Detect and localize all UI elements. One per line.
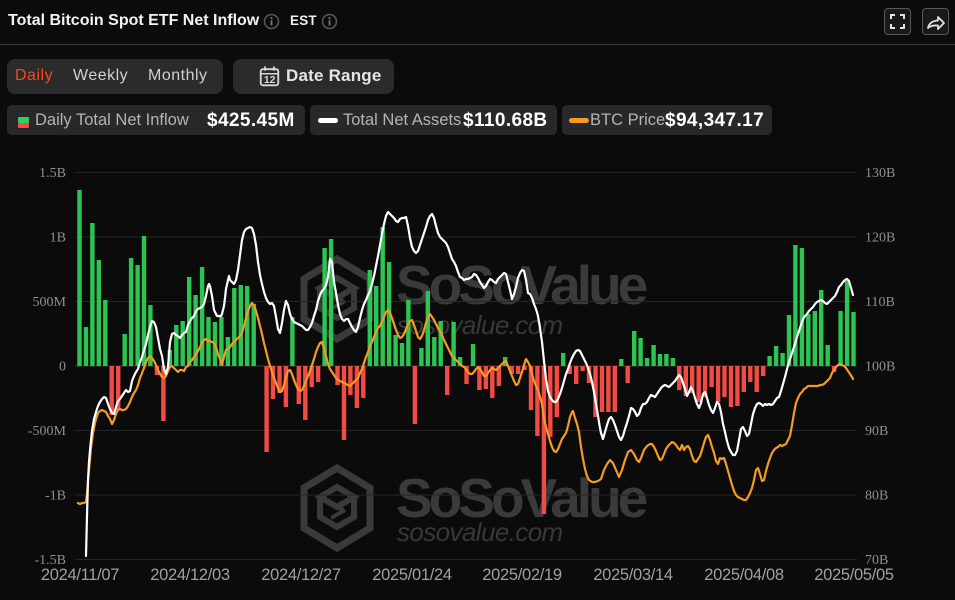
svg-text:-500M: -500M	[28, 424, 67, 439]
svg-text:1B: 1B	[50, 231, 66, 246]
svg-text:80B: 80B	[865, 489, 888, 504]
svg-text:0: 0	[59, 360, 66, 375]
svg-text:-1B: -1B	[45, 489, 66, 504]
svg-text:-1.5B: -1.5B	[35, 553, 67, 568]
svg-text:100B: 100B	[865, 360, 895, 375]
svg-text:2024/12/27: 2024/12/27	[261, 566, 341, 584]
svg-text:2025/03/14: 2025/03/14	[593, 566, 673, 584]
svg-text:2024/11/07: 2024/11/07	[41, 566, 119, 584]
svg-text:12: 12	[264, 75, 276, 86]
svg-text:110B: 110B	[865, 295, 895, 310]
svg-text:2025/01/24: 2025/01/24	[372, 566, 452, 584]
svg-text:SoSoValue: SoSoValue	[396, 467, 647, 529]
svg-text:70B: 70B	[865, 553, 888, 568]
svg-text:120B: 120B	[865, 231, 895, 246]
svg-text:500M: 500M	[33, 295, 67, 310]
svg-text:2025/04/08: 2025/04/08	[704, 566, 784, 584]
svg-text:2025/05/05: 2025/05/05	[814, 566, 894, 584]
svg-text:SoSoValue: SoSoValue	[396, 254, 647, 316]
svg-text:1.5B: 1.5B	[39, 166, 66, 181]
svg-text:90B: 90B	[865, 424, 888, 439]
svg-text:2024/12/03: 2024/12/03	[150, 566, 230, 584]
svg-text:130B: 130B	[865, 166, 895, 181]
svg-text:2025/02/19: 2025/02/19	[482, 566, 562, 584]
svg-text:sosovalue.com: sosovalue.com	[397, 517, 563, 547]
